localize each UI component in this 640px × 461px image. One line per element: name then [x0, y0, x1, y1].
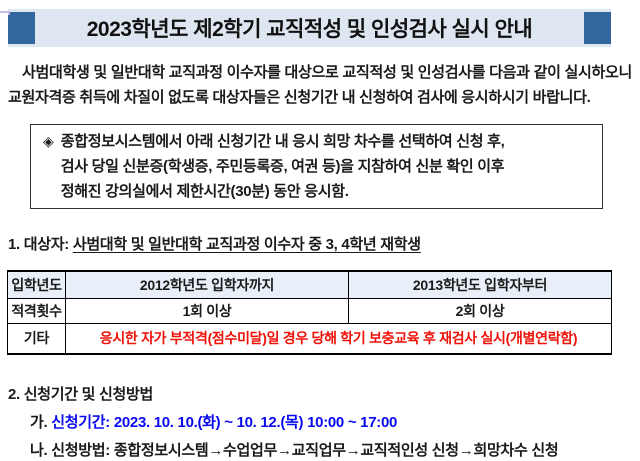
title-accent-right-square — [584, 12, 611, 44]
intro-paragraph: 사범대학생 및 일반대학 교직과정 이수자를 대상으로 교직적성 및 인성검사를… — [8, 64, 633, 106]
notice-text: 종합정보시스템에서 아래 신청기간 내 응시 희망 차수를 선택하여 신청 후,… — [61, 129, 505, 204]
section-1-value: 사범대학 및 일반대학 교직과정 이수자 중 3, 4학년 재학생 — [72, 236, 421, 253]
notice-line: 검사 당일 신분증(학생증, 주민등록증, 여권 등)을 지참하여 신분 확인 … — [60, 158, 505, 175]
application-period-value: 신청기간: 2023. 10. 10.(화) ~ 10. 12.(목) 10:0… — [51, 414, 398, 431]
cell-etc-label: 기타 — [7, 322, 66, 355]
title-banner: 2023학년도 제2학기 교직적성 및 인성검사 실시 안내 — [8, 9, 611, 47]
page-title: 2023학년도 제2학기 교직적성 및 인성검사 실시 안내 — [86, 18, 533, 41]
application-method-value: 신청방법: 종합정보시스템→수업업무→교직업무→교직적인성 신청→희망차수 신청 — [51, 442, 559, 459]
table-corner-mark — [0, 11, 10, 15]
section-2-heading: 2. 신청기간 및 신청방법 — [8, 386, 154, 403]
application-method-line: 나. 신청방법: 종합정보시스템→수업업무→교직업무→교직적인성 신청→희망차수… — [30, 442, 640, 460]
application-period-line: 가. 신청기간: 2023. 10. 10.(화) ~ 10. 12.(목) 1… — [30, 414, 640, 432]
notice-document: 2023학년도 제2학기 교직적성 및 인성검사 실시 안내 사범대학생 및 일… — [0, 9, 640, 460]
table-row-pass-count: 적격횟수 1회 이상 2회 이상 — [7, 297, 612, 324]
notice-line: 종합정보시스템에서 아래 신청기간 내 응시 희망 차수를 선택하여 신청 후, — [60, 133, 505, 150]
section-1-label: 1. 대상자: — [8, 236, 69, 253]
eligibility-table: 입학년도 2012학년도 입학자까지 2013학년도 입학자부터 적격횟수 1회… — [7, 270, 612, 355]
section-1-target: 1. 대상자: 사범대학 및 일반대학 교직과정 이수자 중 3, 4학년 재학… — [8, 233, 640, 254]
cell-pass-count-label: 적격횟수 — [7, 297, 66, 324]
header-cell-from-2013: 2013학년도 입학자부터 — [348, 270, 612, 299]
header-cell-until-2012: 2012학년도 입학자까지 — [65, 270, 349, 299]
cell-etc-value: 응시한 자가 부적격(점수미달)일 경우 당해 학기 보충교육 후 재검사 실시… — [65, 322, 612, 355]
item-b-prefix: 나. — [30, 442, 48, 459]
table-row-etc: 기타 응시한 자가 부적격(점수미달)일 경우 당해 학기 보충교육 후 재검사… — [7, 322, 612, 355]
cell-pass-count-2012: 1회 이상 — [65, 297, 349, 324]
notice-box: ◈ 종합정보시스템에서 아래 신청기간 내 응시 희망 차수를 선택하여 신청 … — [30, 124, 603, 209]
cell-pass-count-2013: 2회 이상 — [348, 297, 612, 324]
header-cell-admission-year: 입학년도 — [7, 270, 66, 299]
table-header-row: 입학년도 2012학년도 입학자까지 2013학년도 입학자부터 — [7, 270, 612, 299]
notice-line: 정해진 강의실에서 제한시간(30분) 동안 응시함. — [60, 183, 349, 200]
item-a-prefix: 가. — [30, 414, 48, 431]
diamond-bullet-icon: ◈ — [43, 133, 54, 149]
title-accent-left-square — [8, 12, 35, 44]
